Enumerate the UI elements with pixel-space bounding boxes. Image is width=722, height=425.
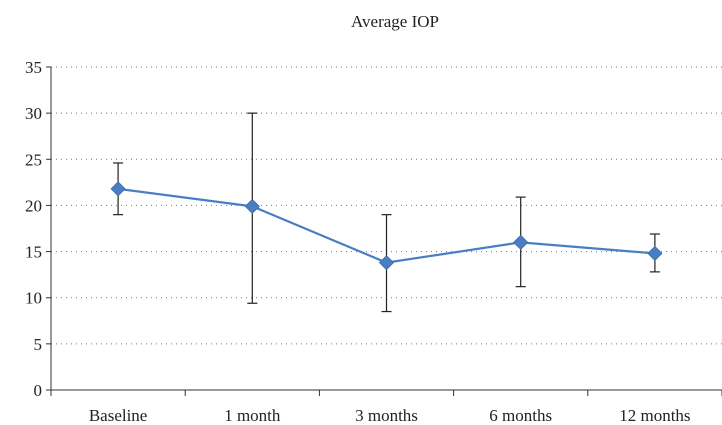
y-tick-label: 35 (25, 58, 42, 77)
data-point-marker (110, 181, 126, 197)
y-tick-label: 30 (25, 104, 42, 123)
y-axis-ticks: 0 5 10 15 20 25 30 35 (25, 58, 51, 400)
x-tick-label: 3 months (355, 406, 418, 425)
x-axis-ticks: Baseline 1 month 3 months 6 months 12 months (50, 390, 722, 425)
data-point-marker (378, 255, 395, 271)
y-tick-label: 20 (25, 196, 42, 215)
y-tick-label: 25 (25, 150, 42, 169)
x-tick-label: 6 months (489, 406, 552, 425)
data-markers (110, 181, 663, 271)
y-tick-label: 5 (34, 335, 43, 354)
y-tick-label: 10 (25, 289, 42, 308)
error-bars (113, 112, 660, 313)
x-tick-label: 1 month (224, 406, 281, 425)
y-tick-label: 15 (25, 243, 42, 262)
y-tick-label: 0 (34, 381, 43, 400)
data-point-marker (513, 234, 529, 250)
data-point-marker (647, 245, 663, 261)
x-tick-label: 12 months (619, 406, 690, 425)
x-tick-label: Baseline (89, 406, 148, 425)
chart-title: Average IOP (351, 12, 439, 31)
data-point-marker (244, 198, 260, 214)
